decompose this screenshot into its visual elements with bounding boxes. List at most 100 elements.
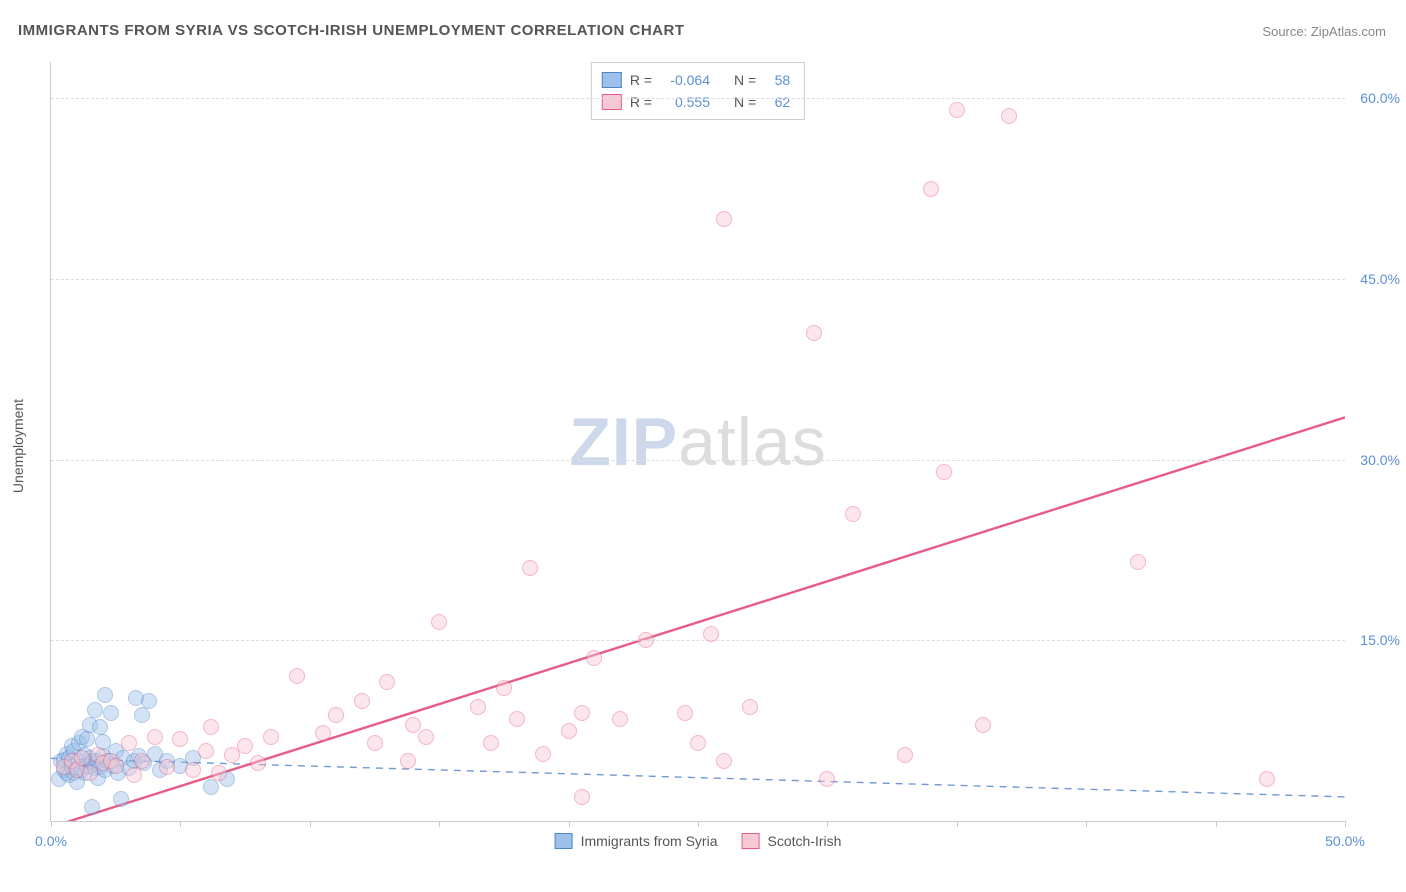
data-point-scotch_irish — [405, 717, 421, 733]
source-credit: Source: ZipAtlas.com — [1262, 24, 1386, 39]
data-point-scotch_irish — [159, 759, 175, 775]
data-point-scotch_irish — [172, 731, 188, 747]
data-point-scotch_irish — [203, 719, 219, 735]
legend-swatch-scotch-irish — [602, 94, 622, 110]
data-point-scotch_irish — [198, 743, 214, 759]
x-tick — [310, 821, 311, 827]
legend-r-value-scotch-irish: 0.555 — [660, 91, 710, 113]
data-point-scotch_irish — [185, 762, 201, 778]
data-point-scotch_irish — [379, 674, 395, 690]
data-point-scotch_irish — [289, 668, 305, 684]
x-tick-label: 50.0% — [1325, 833, 1365, 849]
x-tick — [957, 821, 958, 827]
data-point-scotch_irish — [354, 693, 370, 709]
data-point-scotch_irish — [561, 723, 577, 739]
data-point-scotch_irish — [535, 746, 551, 762]
data-point-scotch_irish — [574, 705, 590, 721]
data-point-scotch_irish — [367, 735, 383, 751]
gridline — [51, 460, 1345, 461]
series-label-scotch-irish: Scotch-Irish — [768, 833, 842, 849]
data-point-scotch_irish — [742, 699, 758, 715]
data-point-syria — [92, 719, 108, 735]
data-point-scotch_irish — [949, 102, 965, 118]
data-point-syria — [203, 779, 219, 795]
x-tick — [1086, 821, 1087, 827]
data-point-scotch_irish — [121, 735, 137, 751]
data-point-scotch_irish — [975, 717, 991, 733]
data-point-scotch_irish — [147, 729, 163, 745]
gridline — [51, 279, 1345, 280]
data-point-scotch_irish — [936, 464, 952, 480]
data-point-scotch_irish — [315, 725, 331, 741]
data-point-scotch_irish — [1001, 108, 1017, 124]
series-swatch-syria — [555, 833, 573, 849]
y-tick-label: 45.0% — [1360, 271, 1400, 287]
data-point-scotch_irish — [126, 767, 142, 783]
data-point-scotch_irish — [1259, 771, 1275, 787]
y-tick-label: 15.0% — [1360, 632, 1400, 648]
data-point-scotch_irish — [522, 560, 538, 576]
data-point-scotch_irish — [586, 650, 602, 666]
scatter-chart: ZIPatlas R = -0.064 N = 58 R = 0.555 N =… — [50, 62, 1345, 822]
source-prefix: Source: — [1262, 24, 1307, 39]
data-point-scotch_irish — [400, 753, 416, 769]
data-point-syria — [97, 687, 113, 703]
x-tick — [1345, 821, 1346, 827]
x-tick-label: 0.0% — [35, 833, 67, 849]
gridline — [51, 98, 1345, 99]
gridline — [51, 640, 1345, 641]
data-point-scotch_irish — [496, 680, 512, 696]
data-point-scotch_irish — [470, 699, 486, 715]
legend-r-value-syria: -0.064 — [660, 69, 710, 91]
data-point-scotch_irish — [690, 735, 706, 751]
legend-n-label: N = — [734, 69, 756, 91]
data-point-scotch_irish — [108, 758, 124, 774]
data-point-scotch_irish — [716, 211, 732, 227]
data-point-scotch_irish — [483, 735, 499, 751]
data-point-scotch_irish — [328, 707, 344, 723]
data-point-scotch_irish — [250, 755, 266, 771]
data-point-scotch_irish — [574, 789, 590, 805]
series-legend: Immigrants from Syria Scotch-Irish — [555, 833, 842, 849]
data-point-scotch_irish — [806, 325, 822, 341]
chart-title: IMMIGRANTS FROM SYRIA VS SCOTCH-IRISH UN… — [18, 22, 685, 39]
series-label-syria: Immigrants from Syria — [581, 833, 718, 849]
data-point-scotch_irish — [237, 738, 253, 754]
data-point-scotch_irish — [638, 632, 654, 648]
y-tick-label: 30.0% — [1360, 452, 1400, 468]
legend-n-label: N = — [734, 91, 756, 113]
y-tick-label: 60.0% — [1360, 90, 1400, 106]
legend-n-value-scotch-irish: 62 — [764, 91, 790, 113]
x-tick — [439, 821, 440, 827]
x-tick — [569, 821, 570, 827]
data-point-scotch_irish — [612, 711, 628, 727]
watermark: ZIPatlas — [569, 403, 826, 481]
x-tick — [698, 821, 699, 827]
series-legend-item-scotch-irish: Scotch-Irish — [742, 833, 842, 849]
data-point-scotch_irish — [845, 506, 861, 522]
legend-r-label: R = — [630, 69, 652, 91]
correlation-legend: R = -0.064 N = 58 R = 0.555 N = 62 — [591, 62, 805, 120]
series-swatch-scotch-irish — [742, 833, 760, 849]
legend-swatch-syria — [602, 72, 622, 88]
data-point-scotch_irish — [897, 747, 913, 763]
series-legend-item-syria: Immigrants from Syria — [555, 833, 718, 849]
watermark-atlas: atlas — [678, 404, 827, 480]
legend-row-syria: R = -0.064 N = 58 — [602, 69, 790, 91]
data-point-scotch_irish — [703, 626, 719, 642]
data-point-syria — [87, 702, 103, 718]
data-point-syria — [79, 731, 95, 747]
data-point-scotch_irish — [716, 753, 732, 769]
data-point-scotch_irish — [819, 771, 835, 787]
data-point-syria — [134, 707, 150, 723]
data-point-scotch_irish — [1130, 554, 1146, 570]
trend-line-scotch_irish — [51, 417, 1345, 821]
y-axis-label: Unemployment — [10, 399, 26, 493]
data-point-syria — [113, 791, 129, 807]
x-tick — [1216, 821, 1217, 827]
trend-lines — [51, 62, 1345, 821]
x-tick — [180, 821, 181, 827]
data-point-scotch_irish — [923, 181, 939, 197]
data-point-syria — [141, 693, 157, 709]
source-link[interactable]: ZipAtlas.com — [1311, 24, 1386, 39]
